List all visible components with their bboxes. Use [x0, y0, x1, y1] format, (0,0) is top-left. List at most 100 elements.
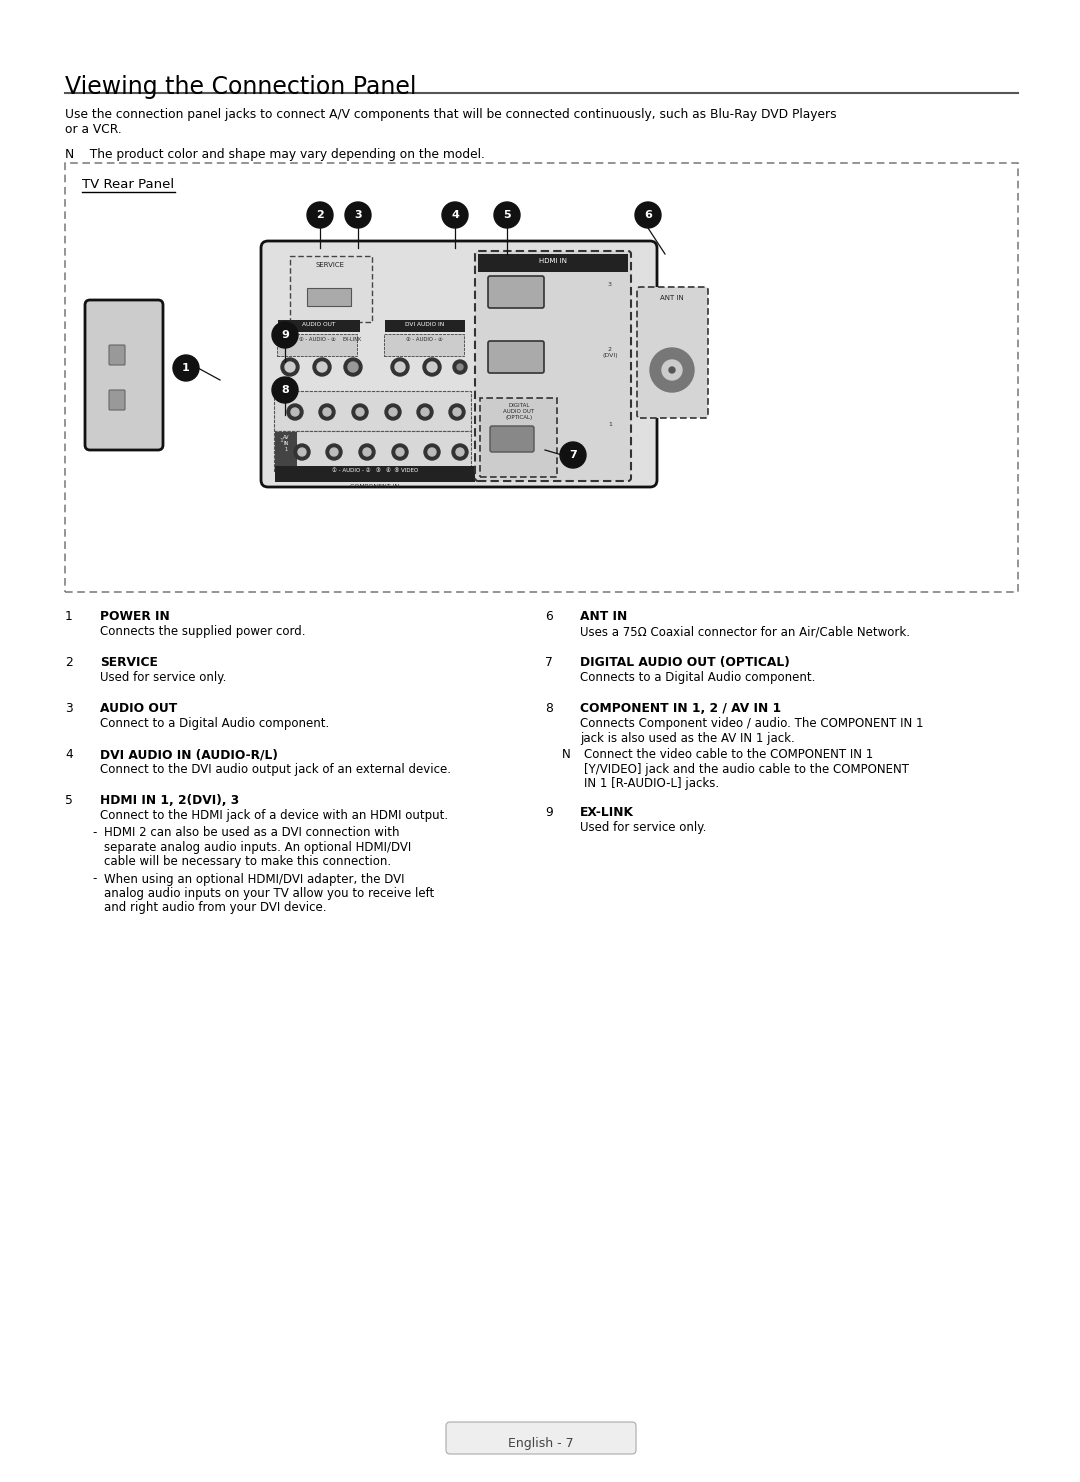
Circle shape — [635, 202, 661, 228]
Bar — [478, 253, 627, 273]
Circle shape — [494, 202, 519, 228]
Text: analog audio inputs on your TV allow you to receive left: analog audio inputs on your TV allow you… — [104, 888, 434, 900]
FancyBboxPatch shape — [446, 1423, 636, 1454]
Text: 5: 5 — [503, 210, 511, 219]
Text: Connects the supplied power cord.: Connects the supplied power cord. — [100, 625, 306, 639]
Text: Used for service only.: Used for service only. — [100, 671, 227, 685]
Bar — [275, 465, 475, 482]
Text: Connect to a Digital Audio component.: Connect to a Digital Audio component. — [100, 717, 329, 731]
FancyBboxPatch shape — [488, 276, 544, 308]
Text: English - 7: English - 7 — [509, 1438, 573, 1449]
Circle shape — [395, 362, 405, 372]
Text: AV
IN
1: AV IN 1 — [283, 436, 289, 452]
Text: EX-LINK: EX-LINK — [342, 336, 362, 342]
Circle shape — [453, 408, 461, 416]
Circle shape — [650, 348, 694, 393]
Text: 3: 3 — [65, 702, 72, 714]
Text: -: - — [92, 873, 96, 886]
Text: -: - — [92, 825, 96, 839]
Circle shape — [453, 445, 468, 459]
Text: 9: 9 — [281, 330, 289, 339]
Circle shape — [456, 448, 464, 456]
Text: 1: 1 — [65, 611, 72, 622]
Text: 9: 9 — [545, 806, 553, 820]
Text: HDMI 2 can also be used as a DVI connection with: HDMI 2 can also be used as a DVI connect… — [104, 825, 400, 839]
Circle shape — [423, 359, 441, 376]
Text: Connects to a Digital Audio component.: Connects to a Digital Audio component. — [580, 671, 815, 685]
Circle shape — [561, 442, 586, 468]
Text: Viewing the Connection Panel: Viewing the Connection Panel — [65, 76, 417, 99]
FancyBboxPatch shape — [475, 250, 631, 482]
Circle shape — [453, 360, 467, 373]
FancyBboxPatch shape — [274, 391, 471, 431]
Bar — [278, 320, 360, 332]
Text: DVI AUDIO IN (AUDIO-R/L): DVI AUDIO IN (AUDIO-R/L) — [100, 748, 278, 760]
Text: 4: 4 — [65, 748, 72, 760]
Text: DIGITAL
AUDIO OUT
(OPTICAL): DIGITAL AUDIO OUT (OPTICAL) — [503, 403, 535, 419]
Circle shape — [281, 359, 299, 376]
Text: ① - AUDIO - ②   ③   ④  ⑤ VIDEO: ① - AUDIO - ② ③ ④ ⑤ VIDEO — [332, 468, 418, 473]
FancyBboxPatch shape — [307, 288, 351, 305]
Circle shape — [318, 362, 327, 372]
FancyBboxPatch shape — [480, 399, 557, 477]
Text: 2: 2 — [316, 210, 324, 219]
Text: Use the connection panel jacks to connect A/V components that will be connected : Use the connection panel jacks to connec… — [65, 108, 837, 122]
Text: 2: 2 — [279, 399, 283, 403]
Text: HDMI IN: HDMI IN — [539, 258, 567, 264]
Bar — [275, 431, 297, 467]
Text: IN 1 [R-AUDIO-L] jacks.: IN 1 [R-AUDIO-L] jacks. — [584, 778, 719, 790]
Circle shape — [392, 445, 408, 459]
Bar — [65, 163, 1018, 591]
Circle shape — [384, 405, 401, 419]
Text: N: N — [562, 748, 570, 762]
Text: 2: 2 — [65, 657, 72, 668]
Circle shape — [319, 405, 335, 419]
Text: ANT IN: ANT IN — [580, 611, 627, 622]
Text: [Y/VIDEO] jack and the audio cable to the COMPONENT: [Y/VIDEO] jack and the audio cable to th… — [584, 763, 909, 777]
Circle shape — [356, 408, 364, 416]
Circle shape — [417, 405, 433, 419]
Circle shape — [359, 445, 375, 459]
Text: Connect to the HDMI jack of a device with an HDMI output.: Connect to the HDMI jack of a device wit… — [100, 809, 448, 823]
Circle shape — [669, 368, 675, 373]
Text: COMPONENT IN: COMPONENT IN — [350, 485, 400, 489]
Text: 6: 6 — [644, 210, 652, 219]
Text: or a VCR.: or a VCR. — [65, 123, 122, 136]
Circle shape — [421, 408, 429, 416]
Circle shape — [330, 448, 338, 456]
Text: 2
(DVI): 2 (DVI) — [603, 347, 618, 357]
Text: ANT IN: ANT IN — [660, 295, 684, 301]
Text: Uses a 75Ω Coaxial connector for an Air/Cable Network.: Uses a 75Ω Coaxial connector for an Air/… — [580, 625, 910, 639]
Text: 5: 5 — [65, 794, 72, 808]
FancyBboxPatch shape — [488, 416, 544, 448]
Circle shape — [396, 448, 404, 456]
Text: Used for service only.: Used for service only. — [580, 821, 706, 834]
Text: 7: 7 — [545, 657, 553, 668]
Text: DVI AUDIO IN: DVI AUDIO IN — [405, 322, 445, 328]
Text: 8: 8 — [545, 702, 553, 714]
FancyBboxPatch shape — [261, 242, 657, 488]
Text: EX-LINK: EX-LINK — [580, 806, 634, 820]
Text: 7: 7 — [569, 451, 577, 459]
Text: COMPONENT IN 1, 2 / AV IN 1: COMPONENT IN 1, 2 / AV IN 1 — [580, 702, 781, 714]
FancyBboxPatch shape — [637, 288, 708, 418]
FancyBboxPatch shape — [109, 345, 125, 365]
Text: AUDIO OUT: AUDIO OUT — [100, 702, 177, 714]
Text: AUDIO OUT: AUDIO OUT — [302, 322, 336, 328]
Text: When using an optional HDMI/DVI adapter, the DVI: When using an optional HDMI/DVI adapter,… — [104, 873, 405, 886]
Text: POWER IN: POWER IN — [100, 611, 170, 622]
Bar — [384, 320, 465, 332]
Text: HDMI IN 1, 2(DVI), 3: HDMI IN 1, 2(DVI), 3 — [100, 794, 240, 808]
Circle shape — [298, 448, 306, 456]
Circle shape — [457, 365, 463, 370]
FancyBboxPatch shape — [384, 333, 464, 356]
FancyBboxPatch shape — [488, 341, 544, 373]
Text: TV Rear Panel: TV Rear Panel — [82, 178, 174, 191]
Circle shape — [345, 359, 362, 376]
Text: ① - AUDIO - ②: ① - AUDIO - ② — [406, 336, 443, 342]
Circle shape — [287, 405, 303, 419]
Text: 8: 8 — [281, 385, 288, 396]
Circle shape — [272, 376, 298, 403]
Text: 3: 3 — [354, 210, 362, 219]
Text: 1: 1 — [183, 363, 190, 373]
